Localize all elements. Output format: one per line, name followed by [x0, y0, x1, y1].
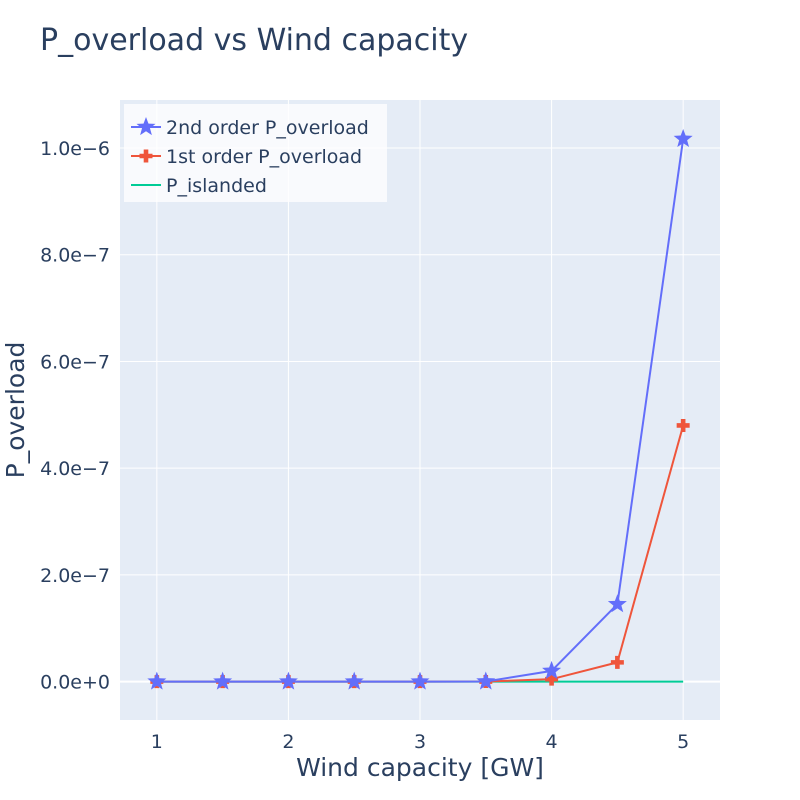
- data-point[interactable]: [147, 671, 167, 690]
- y-tick-label: 4.0e−7: [40, 458, 110, 480]
- y-tick-label: 1.0e−6: [40, 138, 110, 160]
- series-2nd-order-p-overload: [147, 128, 693, 690]
- axis-ticks: 1 2 3 4 5 0.0e+0 2.0e−7 4.0e−7 6.0e−7 8.0e−7 1.0e−…: [40, 138, 689, 753]
- y-tick-label: 2.0e−7: [40, 565, 110, 587]
- y-tick-label: 0.0e+0: [40, 672, 110, 694]
- data-point[interactable]: [542, 660, 562, 679]
- legend-item[interactable]: 2nd order P_overload: [131, 117, 369, 139]
- x-tick-label: 2: [282, 731, 294, 753]
- legend-box: [124, 104, 387, 202]
- data-point[interactable]: [673, 128, 693, 148]
- y-tick-label: 8.0e−7: [40, 245, 110, 267]
- legend-marker[interactable]: [136, 117, 156, 136]
- legend-label: 2nd order P_overload: [166, 117, 369, 139]
- legend-label: 1st order P_overload: [166, 146, 362, 168]
- legend-label: P_islanded: [166, 175, 267, 197]
- data-point[interactable]: [476, 671, 496, 690]
- x-tick-label: 4: [546, 731, 558, 753]
- series-group: [147, 128, 693, 690]
- x-tick-label: 3: [414, 731, 426, 753]
- data-point[interactable]: [607, 594, 627, 613]
- data-point[interactable]: [278, 671, 298, 690]
- data-point[interactable]: [610, 655, 624, 669]
- y-axis-title: P_overload: [1, 342, 30, 479]
- data-point[interactable]: [676, 418, 690, 432]
- chart-title: P_overload vs Wind capacity: [40, 23, 468, 58]
- legend[interactable]: 2nd order P_overload 1st order P_overload…: [124, 104, 387, 202]
- data-point[interactable]: [213, 671, 233, 690]
- data-point[interactable]: [410, 671, 430, 690]
- data-point[interactable]: [344, 671, 364, 690]
- legend-item[interactable]: 1st order P_overload: [131, 146, 362, 168]
- legend-item[interactable]: P_islanded: [131, 175, 267, 197]
- x-tick-label: 5: [677, 731, 689, 753]
- data-point[interactable]: [545, 672, 559, 686]
- x-axis-title: Wind capacity [GW]: [296, 753, 544, 782]
- grid-lines: [120, 100, 720, 720]
- legend-marker[interactable]: [139, 149, 153, 163]
- y-tick-label: 6.0e−7: [40, 351, 110, 373]
- x-tick-label: 1: [151, 731, 163, 753]
